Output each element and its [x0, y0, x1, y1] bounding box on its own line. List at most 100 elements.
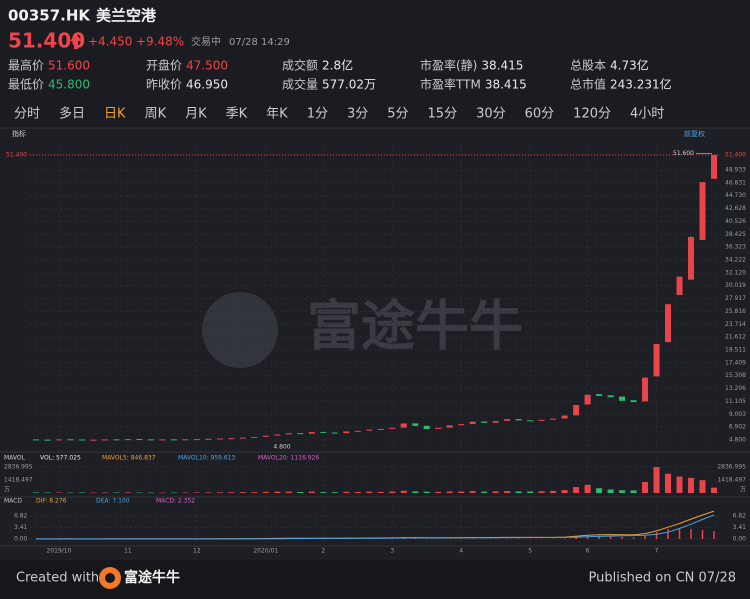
tab[interactable]: 5分	[387, 107, 408, 122]
volume-bar	[377, 491, 384, 493]
candle-body	[538, 419, 545, 421]
x-tick-label: 5	[528, 548, 532, 555]
volume-bar	[665, 473, 672, 493]
candle-body	[584, 394, 591, 405]
volume-bar	[193, 492, 200, 493]
volume-bar	[136, 492, 143, 494]
y-tick-label: 23.714	[725, 321, 746, 328]
tab[interactable]: 日K	[104, 107, 126, 122]
macd-bar	[586, 535, 589, 539]
stock-code: 00357.HK	[8, 7, 91, 25]
candle-body	[78, 439, 85, 441]
volume-bar	[492, 491, 499, 493]
tab[interactable]: 15分	[428, 107, 458, 122]
macd-bar	[713, 531, 715, 539]
candle-body	[389, 427, 396, 429]
volume-bar	[331, 492, 338, 493]
tab[interactable]: 120分	[573, 107, 611, 122]
tab[interactable]: 3分	[347, 107, 368, 122]
tab[interactable]: 多日	[59, 106, 85, 122]
volume-bar	[389, 491, 396, 493]
stats: 最高价 51.600 开盘价 47.500 成交额 2.8亿 市盈率(静) 38.415 总股本…	[8, 58, 672, 92]
candle-body	[469, 421, 476, 424]
tab[interactable]: 30分	[476, 107, 506, 122]
tab[interactable]: 季K	[226, 107, 248, 122]
volume-bar	[182, 492, 189, 494]
adjust-label[interactable]: 前复权	[684, 129, 705, 138]
legend-text: DIF: 8.276	[36, 498, 67, 505]
candle-body	[665, 304, 672, 343]
volume-bar	[354, 491, 361, 493]
stat-label: 总股本	[570, 59, 606, 73]
candle-body	[412, 423, 419, 426]
volume-bar	[573, 487, 580, 493]
volume-bar	[251, 492, 258, 493]
panel-label: MACD	[4, 498, 22, 505]
volume-bar	[262, 491, 269, 493]
tab[interactable]: 月K	[185, 107, 207, 122]
x-tick-label: 4	[459, 548, 463, 555]
macd-bar	[563, 538, 566, 539]
candle-body	[55, 439, 62, 441]
tab[interactable]: 年K	[266, 107, 288, 122]
panel-label: 指标	[12, 129, 26, 138]
macd-bar	[414, 538, 416, 539]
candle-body	[481, 421, 488, 423]
time: 07/28 14:29	[229, 37, 290, 48]
volume-bar	[239, 492, 246, 493]
macd-bar	[701, 530, 704, 539]
volume-bar	[527, 491, 534, 493]
volume-bar	[630, 490, 637, 493]
y-tick-label: 2836.995	[4, 463, 33, 470]
volume-bar	[607, 489, 614, 493]
stat-label: 昨收价	[146, 78, 182, 92]
legend-text: MAVOL10: 959.613	[178, 455, 236, 462]
tab[interactable]: 60分	[525, 107, 555, 122]
header-bg	[0, 0, 750, 128]
volume-bar	[435, 491, 442, 493]
legend-text: MAVOL5: 846.837	[102, 455, 156, 462]
candle-body	[136, 439, 143, 441]
candle-body	[285, 433, 292, 435]
watermark-logo	[202, 292, 278, 368]
candle-body	[308, 432, 315, 434]
tab[interactable]: 4小时	[630, 107, 664, 122]
x-tick-label: 12	[193, 548, 201, 555]
volume-bar	[33, 492, 39, 493]
stat-label: 成交量	[282, 77, 318, 92]
volume-bar	[67, 492, 74, 494]
volume-bar	[124, 492, 131, 493]
stat-value: 47.500	[186, 59, 228, 73]
stat-value: 243.231亿	[610, 77, 672, 92]
watermark: 富途牛牛	[307, 295, 523, 358]
stat-label: 总市值	[570, 77, 606, 92]
plot: 指标 前复权 4.800 6.902 9.003 11.105 13.206 15.308 17…	[0, 127, 750, 555]
volume-bar	[274, 491, 281, 493]
tab[interactable]: 分时	[14, 107, 40, 122]
volume-bar	[159, 492, 166, 494]
candle-body	[423, 425, 430, 429]
stat-value: 46.950	[186, 78, 228, 92]
y-tick-label: 25.816	[725, 308, 746, 315]
macd-bar	[575, 537, 577, 539]
tab[interactable]: 周K	[145, 107, 167, 122]
volume-bar	[688, 477, 695, 493]
tab[interactable]: 1分	[307, 107, 328, 122]
volume-bar	[366, 491, 373, 493]
candle-body	[458, 424, 465, 426]
candle-body	[504, 419, 511, 421]
volume-bar	[561, 490, 568, 493]
volume-bar	[423, 491, 430, 493]
stat-value: 38.415	[481, 59, 523, 73]
stat-value: 2.8亿	[322, 58, 353, 73]
volume-bar	[642, 482, 649, 493]
tabs: 分时 多日 日K 周K 月K 季K 年K 1分 3分 5分 15分 30分 60分 120分 4小时	[14, 106, 664, 122]
y-tick-label: 32.120	[725, 269, 746, 276]
macd-bar	[621, 536, 623, 539]
y-tick-label: 0.00	[733, 535, 747, 542]
macd-bar	[609, 536, 612, 539]
volume-bar	[584, 484, 591, 493]
y-tick-label: 4.800	[729, 437, 746, 444]
candle-body	[343, 431, 350, 434]
candle-body	[699, 182, 706, 240]
